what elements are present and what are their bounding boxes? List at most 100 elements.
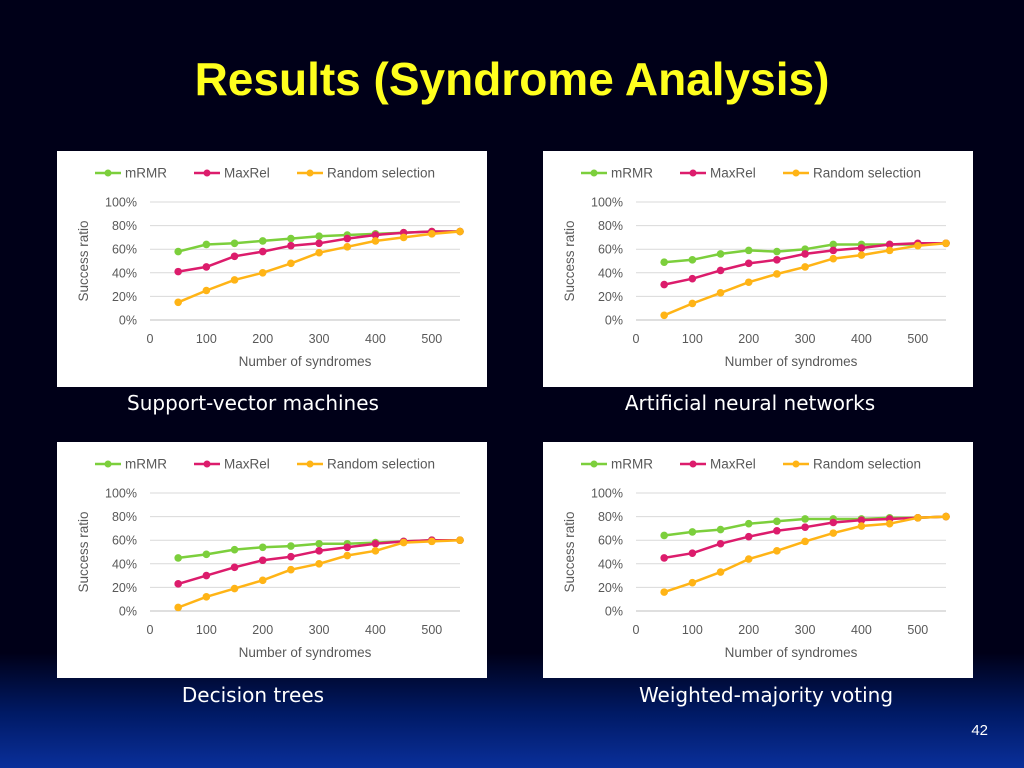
data-point	[428, 537, 436, 546]
y-tick-label: 80%	[598, 510, 623, 524]
x-tick-label: 400	[365, 332, 386, 346]
legend-marker	[104, 169, 112, 177]
data-point	[174, 554, 182, 562]
data-point	[773, 526, 781, 535]
data-point	[202, 593, 211, 601]
data-point	[744, 259, 753, 268]
y-axis-title: Success ratio	[76, 220, 91, 301]
data-point	[773, 247, 781, 256]
data-point	[343, 243, 352, 251]
x-tick-label: 400	[851, 623, 872, 637]
legend-item: Random selection	[297, 166, 435, 181]
legend-item: MaxRel	[194, 457, 270, 472]
legend-marker	[792, 169, 800, 177]
data-point	[744, 555, 753, 563]
data-point	[371, 237, 380, 245]
legend-label: mRMR	[125, 457, 167, 472]
legend-label: MaxRel	[710, 457, 756, 472]
x-axis-title: Number of syndromes	[725, 645, 858, 660]
y-axis-title: Success ratio	[76, 511, 91, 592]
legend-item: Random selection	[783, 166, 921, 181]
y-tick-label: 40%	[112, 557, 137, 571]
series-random-selection	[174, 227, 464, 307]
data-point	[660, 531, 668, 540]
y-tick-label: 0%	[605, 314, 623, 328]
legend-label: Random selection	[813, 457, 921, 472]
data-point	[202, 286, 211, 295]
data-point	[716, 568, 725, 576]
y-tick-label: 80%	[598, 219, 623, 233]
data-point	[315, 248, 323, 257]
y-tick-label: 60%	[598, 534, 623, 548]
data-point	[399, 233, 408, 242]
legend-label: mRMR	[125, 166, 167, 181]
data-point	[716, 539, 725, 548]
data-point	[914, 513, 922, 522]
data-point	[230, 584, 239, 593]
data-point	[174, 298, 182, 307]
x-tick-label: 400	[851, 332, 872, 346]
x-tick-label: 100	[682, 332, 703, 346]
data-point	[202, 263, 211, 271]
data-point	[287, 542, 295, 550]
data-point	[716, 525, 725, 534]
data-point	[287, 552, 295, 561]
x-tick-label: 200	[738, 332, 759, 346]
data-point	[688, 274, 697, 283]
x-tick-label: 200	[252, 623, 273, 637]
x-tick-label: 300	[309, 332, 330, 346]
legend-marker	[689, 169, 697, 177]
data-point	[230, 563, 239, 572]
y-tick-label: 20%	[112, 290, 137, 304]
data-point	[744, 532, 753, 541]
legend-marker	[689, 460, 697, 468]
data-point	[744, 278, 753, 287]
y-tick-label: 60%	[112, 243, 137, 257]
x-tick-label: 200	[252, 332, 273, 346]
data-point	[857, 516, 866, 524]
data-point	[801, 523, 809, 532]
x-tick-label: 300	[309, 623, 330, 637]
x-tick-label: 100	[682, 623, 703, 637]
chart-caption-weighted-voting: Weighted-majority voting	[638, 683, 894, 707]
data-point	[942, 512, 950, 521]
data-point	[801, 263, 809, 271]
x-tick-label: 400	[365, 623, 386, 637]
data-point	[343, 551, 352, 560]
y-tick-label: 0%	[119, 605, 137, 619]
legend-item: mRMR	[95, 166, 167, 181]
legend-marker	[792, 460, 800, 468]
line-chart: 0% 20% 40% 60% 80% 100% 0 100 200 300 400 500 Number…	[562, 457, 950, 660]
data-point	[801, 515, 809, 523]
legend-item: MaxRel	[680, 166, 756, 181]
y-tick-label: 100%	[105, 487, 137, 501]
legend-label: MaxRel	[224, 457, 270, 472]
data-point	[829, 529, 838, 537]
data-point	[773, 547, 781, 555]
data-point	[315, 239, 323, 248]
y-tick-label: 100%	[105, 196, 137, 210]
data-point	[660, 258, 668, 266]
data-point	[258, 247, 267, 256]
data-point	[202, 240, 211, 249]
data-point	[258, 556, 267, 565]
data-point	[315, 560, 323, 568]
x-tick-label: 500	[421, 623, 442, 637]
data-point	[399, 538, 408, 547]
legend-label: mRMR	[611, 166, 653, 181]
legend-label: Random selection	[327, 457, 435, 472]
data-point	[287, 241, 295, 250]
data-point	[716, 266, 725, 275]
data-point	[287, 565, 295, 574]
legend-marker	[104, 460, 112, 468]
legend-marker	[590, 460, 598, 468]
data-point	[230, 252, 239, 261]
data-point	[773, 517, 781, 526]
line-chart: 0% 20% 40% 60% 80% 100% 0 100 200 300 400 500 Number…	[76, 166, 464, 369]
legend-item: mRMR	[581, 457, 653, 472]
y-tick-label: 100%	[591, 487, 623, 501]
legend-marker	[203, 460, 211, 468]
data-point	[660, 311, 668, 320]
x-tick-label: 0	[147, 332, 154, 346]
x-axis-title: Number of syndromes	[239, 354, 372, 369]
